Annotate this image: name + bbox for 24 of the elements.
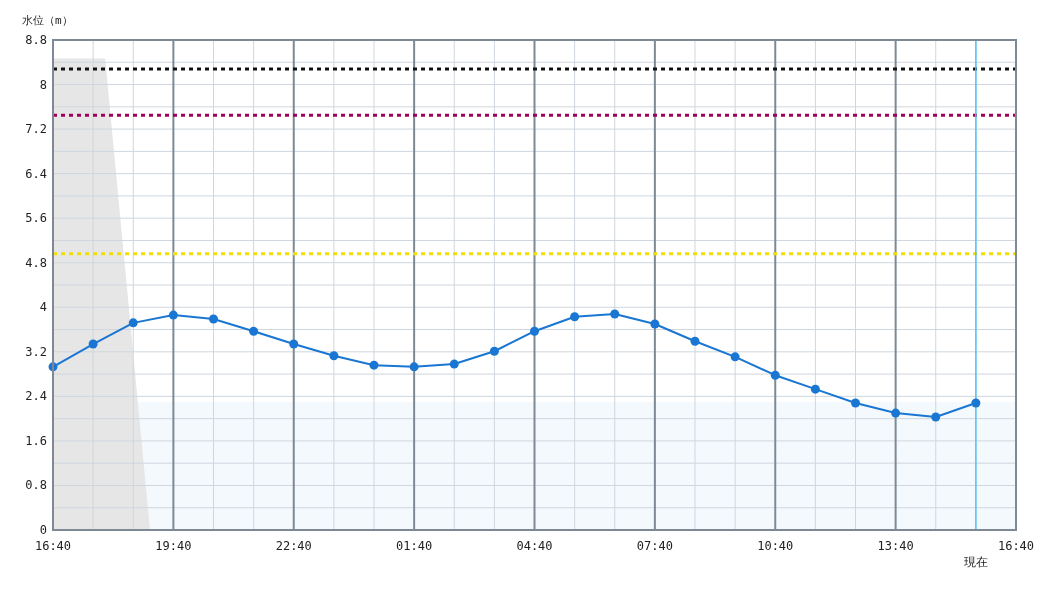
point (810, 384, 820, 394)
point (690, 336, 700, 346)
point (931, 412, 941, 422)
point (730, 352, 740, 362)
point (88, 339, 98, 349)
point (289, 339, 299, 349)
point (770, 370, 780, 380)
point (570, 312, 580, 322)
point (891, 408, 901, 418)
point (168, 310, 178, 320)
point (369, 360, 379, 370)
point (971, 398, 981, 408)
point (409, 362, 419, 372)
point (249, 326, 259, 336)
point (489, 346, 499, 356)
point (128, 318, 138, 328)
point (650, 319, 660, 329)
ylabel: 水位（m） (22, 14, 73, 27)
point (449, 359, 459, 369)
point (851, 398, 860, 408)
point (530, 326, 539, 336)
point (209, 314, 218, 324)
point (610, 309, 620, 319)
point (329, 351, 339, 361)
